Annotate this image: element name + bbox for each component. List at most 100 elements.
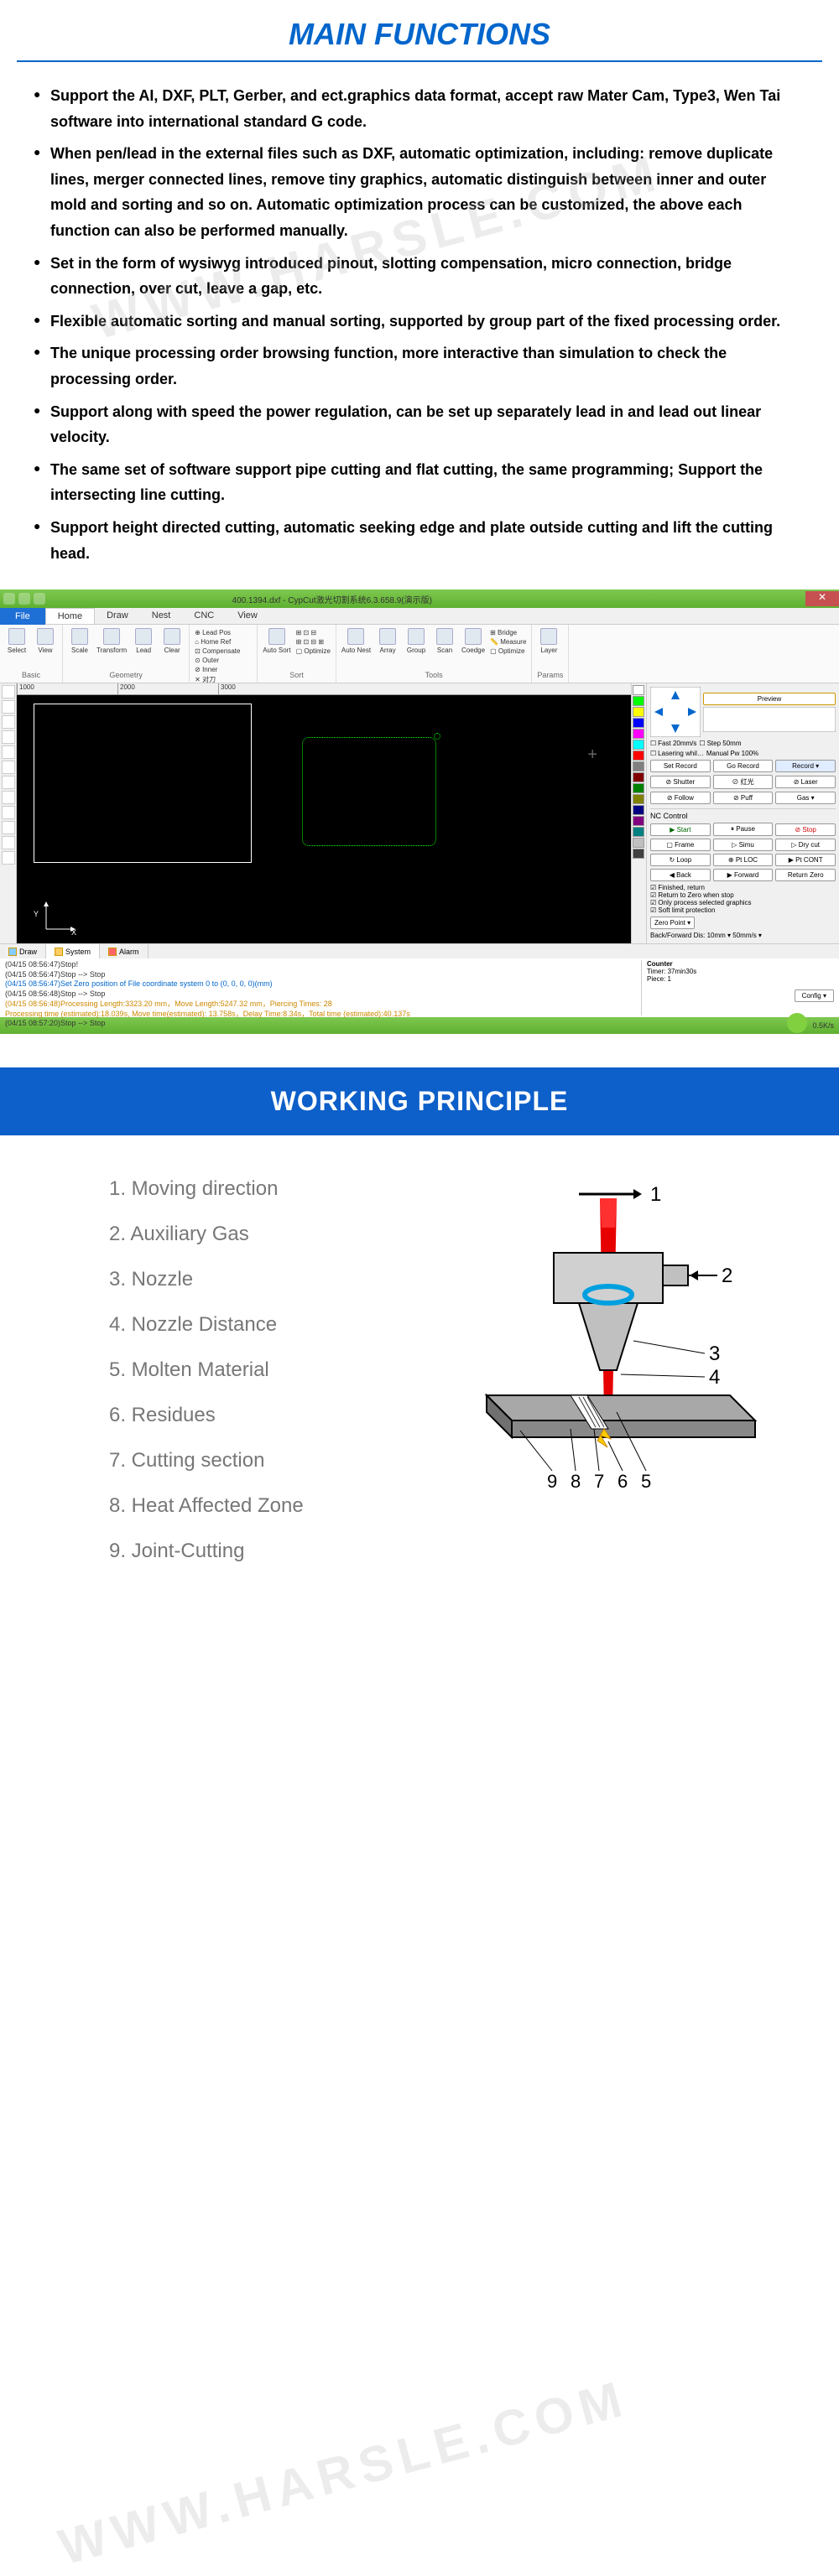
- panel-checkbox[interactable]: ☑ Soft limit protection: [650, 906, 836, 914]
- file-menu[interactable]: File: [0, 608, 45, 625]
- loop-button[interactable]: ↻ Loop: [650, 854, 711, 866]
- tool-button[interactable]: [2, 730, 15, 744]
- back-button[interactable]: ◀ Back: [650, 869, 711, 881]
- ribbon-item[interactable]: ⊞ ⊡ ⊟: [296, 628, 331, 637]
- layer-swatch[interactable]: [633, 707, 644, 717]
- tool-button[interactable]: [2, 685, 15, 699]
- pause-button[interactable]: ⏸ Pause: [713, 823, 774, 836]
- ribbon-button[interactable]: Array: [376, 628, 399, 656]
- ribbon-item[interactable]: ⊙ Outer: [195, 656, 242, 665]
- layer-swatch[interactable]: [633, 794, 644, 804]
- tool-button[interactable]: [2, 836, 15, 849]
- ribbon-button[interactable]: View: [34, 628, 57, 654]
- tool-button[interactable]: [2, 715, 15, 729]
- tool-button[interactable]: [2, 700, 15, 714]
- layer-swatch[interactable]: [633, 740, 644, 750]
- redlight-button[interactable]: ⊘ 红光: [713, 775, 774, 789]
- step-check[interactable]: ☐ Step 50mm: [699, 740, 741, 747]
- lasering-check[interactable]: ☐ Lasering whil…: [650, 750, 704, 757]
- menu-tab[interactable]: Draw: [95, 608, 140, 624]
- ribbon-button[interactable]: Auto Nest: [341, 628, 371, 656]
- menu-tab[interactable]: Home: [45, 608, 95, 624]
- ribbon-item[interactable]: ▢ Optimize: [296, 647, 331, 656]
- layer-swatch[interactable]: [633, 761, 644, 771]
- fast-check[interactable]: ☐ Fast 20mm/s: [650, 740, 696, 747]
- ribbon-button[interactable]: Clear: [160, 628, 184, 654]
- ribbon-item[interactable]: ⊞ ⊡ ⊟ ⊞: [296, 637, 331, 647]
- tool-button[interactable]: [2, 745, 15, 759]
- bottom-tab[interactable]: Draw: [0, 944, 46, 958]
- gas-button[interactable]: Gas ▾: [775, 792, 836, 804]
- ribbon-item[interactable]: ⊡ Compensate: [195, 647, 242, 656]
- bottom-tab[interactable]: System: [46, 944, 100, 958]
- set-record-button[interactable]: Set Record: [650, 760, 711, 772]
- ribbon-button[interactable]: Scale: [68, 628, 91, 654]
- simu-button[interactable]: ▷ Simu: [713, 839, 774, 851]
- ribbon-button[interactable]: Auto Sort: [263, 628, 290, 656]
- svg-text:8: 8: [571, 1471, 581, 1492]
- zero-point-button[interactable]: Zero Point ▾: [650, 917, 695, 929]
- ribbon-item[interactable]: ⊘ Inner: [195, 665, 242, 674]
- layer-swatch[interactable]: [633, 816, 644, 826]
- ptcont-button[interactable]: ▶ Pt CONT: [775, 854, 836, 866]
- config-button[interactable]: Config ▾: [795, 989, 834, 1002]
- go-record-button[interactable]: Go Record: [713, 760, 774, 772]
- tool-button[interactable]: [2, 851, 15, 865]
- frame-button[interactable]: ▢ Frame: [650, 839, 711, 851]
- ribbon-button[interactable]: Transform: [96, 628, 127, 654]
- ptloc-button[interactable]: ⊕ Pt LOC: [713, 854, 774, 866]
- win-btn[interactable]: [18, 593, 30, 605]
- menu-tab[interactable]: Nest: [140, 608, 183, 624]
- start-button[interactable]: ▶ Start: [650, 823, 711, 836]
- menu-tab[interactable]: CNC: [182, 608, 226, 624]
- layer-swatch[interactable]: [633, 696, 644, 706]
- return-zero-button[interactable]: Return Zero: [775, 869, 836, 881]
- menu-tab[interactable]: View: [226, 608, 269, 624]
- tool-button[interactable]: [2, 821, 15, 834]
- laser-button[interactable]: ⊘ Laser: [775, 776, 836, 788]
- preview-button[interactable]: Preview: [703, 693, 836, 705]
- tool-button[interactable]: [2, 776, 15, 789]
- bottom-tab[interactable]: Alarm: [100, 944, 149, 958]
- panel-checkbox[interactable]: ☑ Finished, return: [650, 884, 836, 891]
- menubar: File HomeDrawNestCNCView: [0, 608, 839, 625]
- ribbon-item[interactable]: ⊕ Lead Pos: [195, 628, 242, 637]
- canvas[interactable]: + YX: [17, 695, 631, 943]
- panel-checkbox[interactable]: ☑ Only process selected graphics: [650, 899, 836, 906]
- ribbon-item[interactable]: 📏 Measure: [490, 637, 526, 647]
- ribbon-item[interactable]: ⌂ Home Ref: [195, 637, 242, 647]
- ribbon-button[interactable]: Coedge: [461, 628, 485, 656]
- ribbon-button[interactable]: Group: [404, 628, 428, 656]
- layer-swatch[interactable]: [633, 805, 644, 815]
- panel-checkbox[interactable]: ☑ Return to Zero when stop: [650, 891, 836, 899]
- layer-swatch[interactable]: [633, 718, 644, 728]
- record-button[interactable]: Record ▾: [775, 760, 836, 772]
- layer-swatch[interactable]: [633, 750, 644, 761]
- ribbon-button[interactable]: Layer: [537, 628, 560, 654]
- puff-button[interactable]: ⊘ Puff: [713, 792, 774, 804]
- ribbon-item[interactable]: ▢ Optimize: [490, 647, 526, 656]
- layer-swatch[interactable]: [633, 729, 644, 739]
- layer-swatch[interactable]: [633, 838, 644, 848]
- layer-swatch[interactable]: [633, 772, 644, 782]
- close-button[interactable]: ✕: [805, 591, 839, 606]
- layer-swatch[interactable]: [633, 849, 644, 859]
- tool-button[interactable]: [2, 806, 15, 819]
- ribbon-button[interactable]: Scan: [433, 628, 456, 656]
- layer-swatch[interactable]: [633, 783, 644, 793]
- win-btn[interactable]: [3, 593, 15, 605]
- shutter-button[interactable]: ⊘ Shutter: [650, 776, 711, 788]
- tool-button[interactable]: [2, 761, 15, 774]
- win-btn[interactable]: [34, 593, 45, 605]
- follow-button[interactable]: ⊘ Follow: [650, 792, 711, 804]
- layer-swatch[interactable]: [633, 827, 644, 837]
- forward-button[interactable]: ▶ Forward: [713, 869, 774, 881]
- ribbon-button[interactable]: Select: [5, 628, 29, 654]
- jog-pad[interactable]: [650, 687, 701, 737]
- drycut-button[interactable]: ▷ Dry cut: [775, 839, 836, 851]
- stop-button[interactable]: ⊘ Stop: [775, 823, 836, 836]
- ribbon-item[interactable]: ⊞ Bridge: [490, 628, 526, 637]
- tool-button[interactable]: [2, 791, 15, 804]
- ribbon-button[interactable]: Lead: [132, 628, 155, 654]
- layer-swatch[interactable]: [633, 685, 644, 695]
